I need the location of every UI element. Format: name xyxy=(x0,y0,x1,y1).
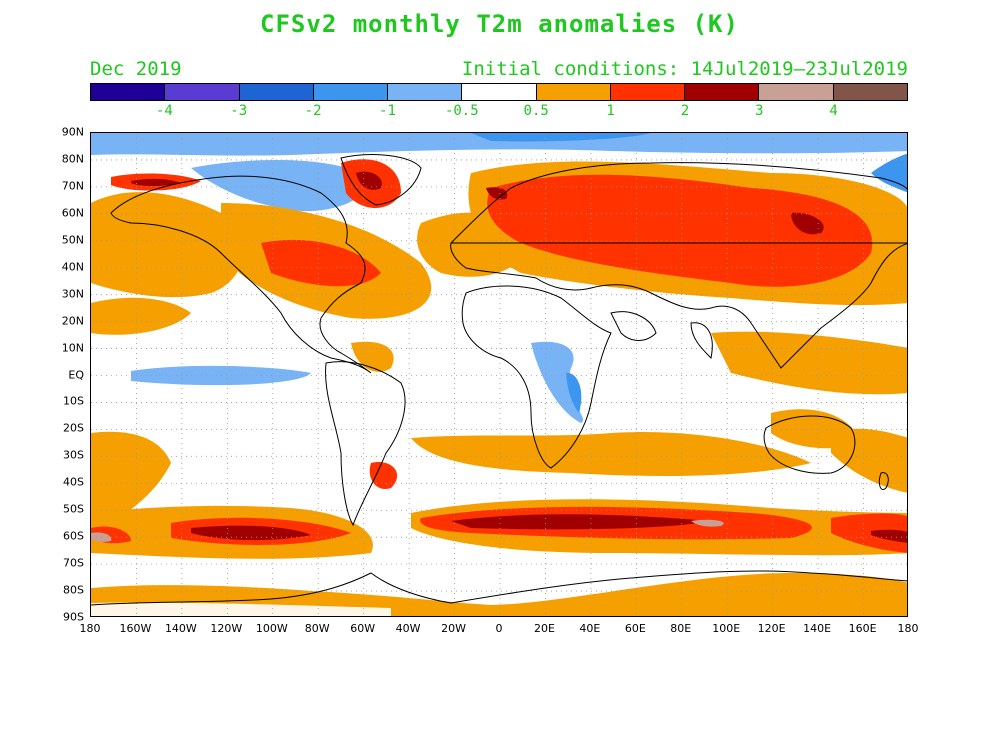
colorbar-swatch xyxy=(313,84,389,100)
latitude-label: 50N xyxy=(61,233,84,247)
colorbar-swatch xyxy=(462,84,537,100)
colorbar-swatch xyxy=(759,84,834,100)
latitude-label: 10S xyxy=(63,394,84,408)
colorbar-swatch xyxy=(165,84,240,100)
longitude-label: 60E xyxy=(624,622,646,635)
longitude-label: 20E xyxy=(533,622,555,635)
latitude-label: 30N xyxy=(61,287,84,301)
longitude-label: 140W xyxy=(164,622,197,635)
latitude-label: EQ xyxy=(68,368,84,381)
colorbar-tick-label: 2 xyxy=(680,103,690,119)
colorbar-swatch xyxy=(239,84,314,100)
colorbar-tick-label: 0.5 xyxy=(523,103,549,119)
colorbar-swatch xyxy=(536,84,611,100)
colorbar-tick-label: -4 xyxy=(155,103,173,119)
longitude-label: 120E xyxy=(757,622,786,635)
latitude-label: 80S xyxy=(63,583,84,597)
latitude-label: 10N xyxy=(61,341,84,355)
colorbar-tick-label: 4 xyxy=(829,103,838,119)
latitude-label: 70N xyxy=(61,179,84,193)
latitude-label: 60N xyxy=(61,206,84,220)
latitude-label: 80N xyxy=(61,152,84,166)
longitude-label: 80W xyxy=(304,622,330,635)
latitude-label: 40N xyxy=(61,260,84,274)
colorbar-tick-label: 3 xyxy=(755,103,764,119)
latitude-label: 60S xyxy=(63,529,84,543)
colorbar-tick-label: -3 xyxy=(230,103,248,119)
longitude-label: 180 xyxy=(897,622,919,635)
latitude-label: 20N xyxy=(61,314,84,328)
colorbar-swatch xyxy=(833,84,907,100)
longitude-label: 80E xyxy=(670,622,692,635)
anomaly-map-svg xyxy=(91,133,907,616)
anomaly-map xyxy=(90,132,908,617)
longitude-label: 0 xyxy=(495,622,503,635)
latitude-label: 90S xyxy=(63,610,84,624)
longitude-label: 100E xyxy=(712,622,741,635)
longitude-label: 60W xyxy=(350,622,376,635)
longitude-label: 160W xyxy=(119,622,152,635)
longitude-label: 160E xyxy=(848,622,877,635)
longitude-label: 140E xyxy=(803,622,832,635)
colorbar-swatch xyxy=(91,84,166,100)
colorbar xyxy=(90,83,908,101)
colorbar-tick-label: 1 xyxy=(606,103,615,119)
latitude-label: 20S xyxy=(63,421,84,435)
graticule xyxy=(91,133,907,616)
colorbar-tick-label: -1 xyxy=(379,103,396,119)
coastlines xyxy=(91,154,907,606)
colorbar-swatch xyxy=(685,84,760,100)
map-title: CFSv2 monthly T2m anomalies (K) xyxy=(260,10,739,38)
initial-conditions: Initial conditions: 14Jul2019—23Jul2019 xyxy=(461,58,908,80)
valid-month: Dec 2019 xyxy=(90,58,182,80)
latitude-label: 70S xyxy=(63,556,84,570)
colorbar-tick-label: -2 xyxy=(304,103,322,119)
latitude-label: 90N xyxy=(61,125,84,139)
longitude-label: 120W xyxy=(210,622,243,635)
colorbar-swatch xyxy=(388,84,463,100)
colorbar-swatch xyxy=(610,84,686,100)
longitude-label: 20W xyxy=(441,622,466,635)
latitude-label: 50S xyxy=(63,502,84,516)
latitude-label: 30S xyxy=(63,448,84,462)
colorbar-tick-label: -0.5 xyxy=(444,103,479,119)
longitude-label: 40E xyxy=(579,622,601,635)
anomaly-fields xyxy=(91,133,907,616)
longitude-label: 100W xyxy=(255,622,288,635)
latitude-label: 40S xyxy=(63,475,84,489)
longitude-label: 40W xyxy=(395,622,421,635)
longitude-label: 180 xyxy=(79,622,101,635)
